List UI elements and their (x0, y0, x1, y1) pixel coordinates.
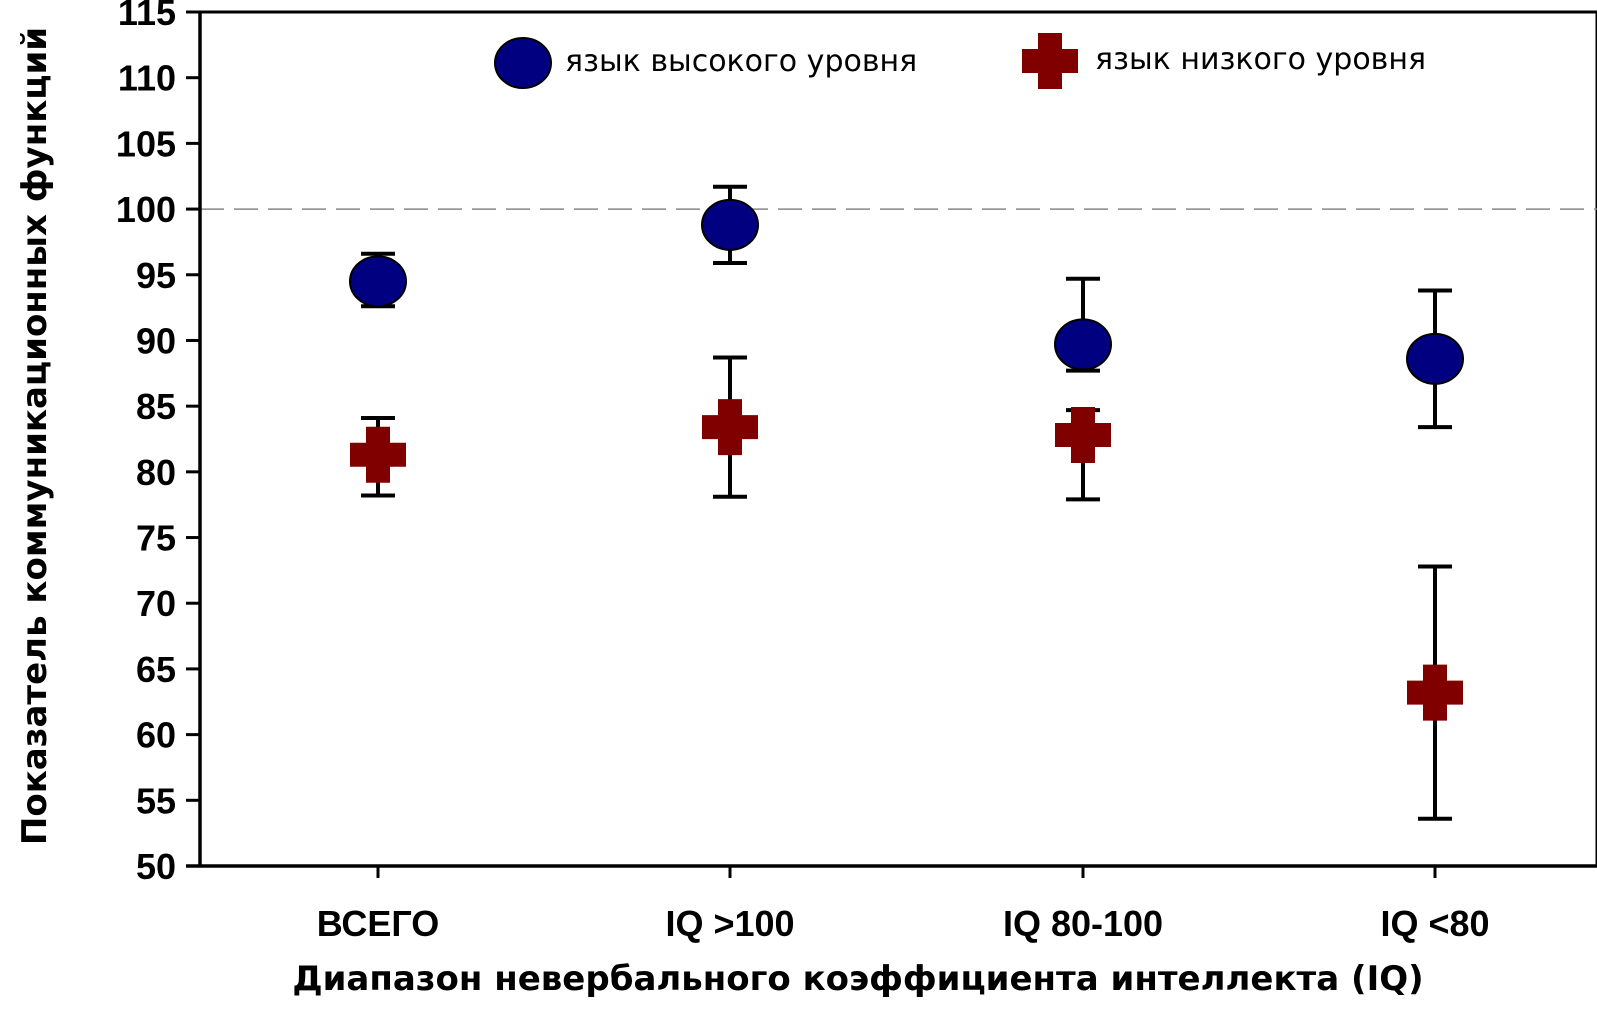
data-point-high (349, 255, 407, 308)
y-tick-label: 105 (116, 123, 176, 164)
x-axis-title: Диапазон невербального коэффициента инте… (292, 959, 1423, 999)
legend-marker-high (494, 37, 552, 89)
data-point-high (701, 198, 759, 251)
y-tick-label: 50 (136, 846, 176, 887)
data-point-low (1055, 407, 1111, 464)
x-tick-label: IQ >100 (665, 903, 794, 944)
data-point-low (702, 399, 758, 456)
y-tick-label: 80 (136, 452, 176, 493)
data-point-low (350, 426, 406, 483)
axes: 50 55 60 65 70 75 80 85 90 95 100 105 110 115 ВСЕГО IQ … (116, 0, 1597, 944)
x-tick-label: IQ <80 (1380, 903, 1489, 944)
y-tick-label: 75 (136, 518, 176, 559)
plot-area (200, 10, 1597, 866)
y-tick-label: 70 (136, 583, 176, 624)
data-point-high (1406, 332, 1464, 385)
y-tick-label: 115 (118, 0, 176, 33)
data-point-high (1054, 318, 1112, 371)
y-tick-label: 110 (118, 58, 176, 99)
y-tick-label: 95 (136, 255, 176, 296)
y-tick-label: 55 (136, 780, 176, 821)
y-tick-label: 90 (136, 320, 176, 361)
y-tick-label: 85 (136, 386, 176, 427)
data-point-low (1407, 664, 1463, 721)
y-axis-title: Показатель коммуникационных функций (15, 27, 55, 845)
legend-label-high: язык высокого уровня (565, 44, 917, 79)
x-tick-label: IQ 80-100 (1003, 903, 1163, 944)
y-tick-label: 100 (116, 189, 176, 230)
y-tick-label: 60 (136, 715, 176, 756)
legend-label-low: язык низкого уровня (1095, 42, 1426, 77)
y-tick-label: 65 (136, 649, 176, 690)
x-tick-label: ВСЕГО (317, 903, 440, 944)
legend-marker-low (1022, 33, 1078, 89)
legend: язык высокого уровня язык низкого уровня (494, 33, 1426, 89)
data-marks (349, 184, 1464, 821)
plot-frame (200, 10, 1597, 866)
